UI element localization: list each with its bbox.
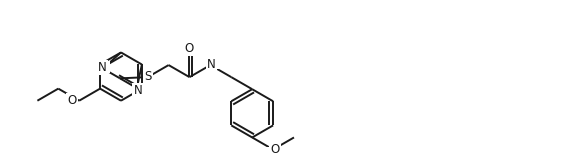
Text: H: H <box>210 58 218 68</box>
Text: N: N <box>133 84 142 97</box>
Text: O: O <box>270 143 280 156</box>
Text: S: S <box>144 70 151 83</box>
Text: O: O <box>185 42 194 55</box>
Text: O: O <box>67 94 76 107</box>
Text: N: N <box>98 61 107 74</box>
Text: N: N <box>207 58 216 71</box>
Text: H: H <box>101 62 109 72</box>
